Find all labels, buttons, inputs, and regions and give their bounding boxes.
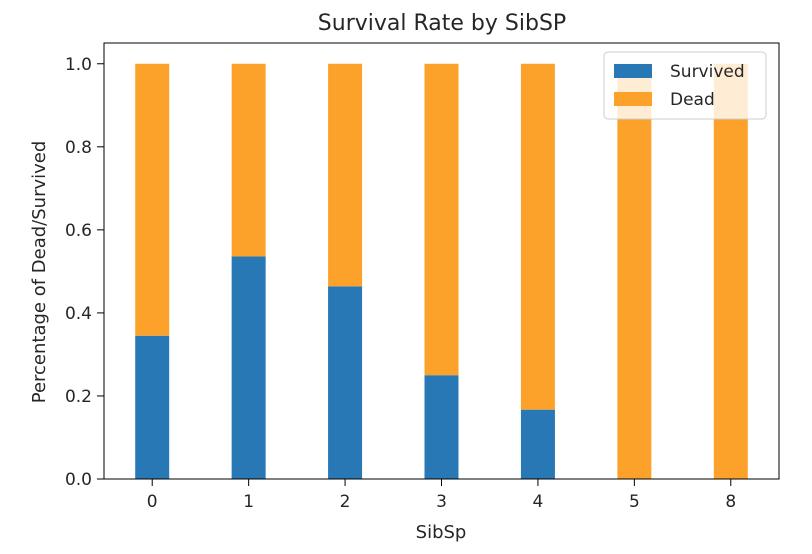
legend: Survived Dead: [603, 51, 767, 120]
y-tick-label: 0.0: [65, 470, 92, 490]
legend-label-dead: Dead: [670, 90, 715, 110]
legend-swatch-survived: [614, 64, 652, 78]
y-axis: 0.0 0.2 0.4 0.6 0.8 1.0: [65, 55, 104, 490]
y-tick-label: 0.6: [65, 221, 92, 241]
y-axis-label: Percentage of Dead/Survived: [29, 141, 50, 404]
bar-dead-8: [713, 63, 748, 479]
bar-dead-3: [424, 63, 459, 376]
legend-label-survived: Survived: [670, 62, 745, 82]
x-tick-label: 0: [147, 492, 158, 512]
y-tick-label: 0.4: [65, 304, 92, 324]
x-axis-label: SibSp: [416, 522, 467, 543]
plot-area: [103, 42, 780, 480]
chart-title: Survival Rate by SibSP: [318, 11, 566, 36]
bar-survived-2: [328, 286, 363, 479]
x-tick-label: 5: [629, 492, 640, 512]
x-tick-label: 2: [340, 492, 351, 512]
bar-survived-0: [135, 335, 170, 479]
legend-swatch-dead: [614, 92, 652, 106]
bar-dead-2: [328, 63, 363, 287]
bar-dead-5: [617, 63, 652, 479]
bar-dead-0: [135, 63, 170, 336]
bar-survived-4: [520, 409, 555, 479]
y-tick-label: 0.2: [65, 387, 92, 407]
x-tick-label: 8: [725, 492, 736, 512]
y-tick-label: 1.0: [65, 55, 92, 75]
bar-survived-1: [231, 256, 266, 479]
x-axis: 0 1 2 3 4 5 8: [147, 479, 736, 512]
x-tick-label: 3: [436, 492, 447, 512]
y-tick-label: 0.8: [65, 138, 92, 158]
x-tick-label: 4: [533, 492, 544, 512]
bar-dead-4: [520, 63, 555, 410]
x-tick-label: 1: [243, 492, 254, 512]
bar-dead-1: [231, 63, 266, 257]
bar-survived-3: [424, 375, 459, 479]
